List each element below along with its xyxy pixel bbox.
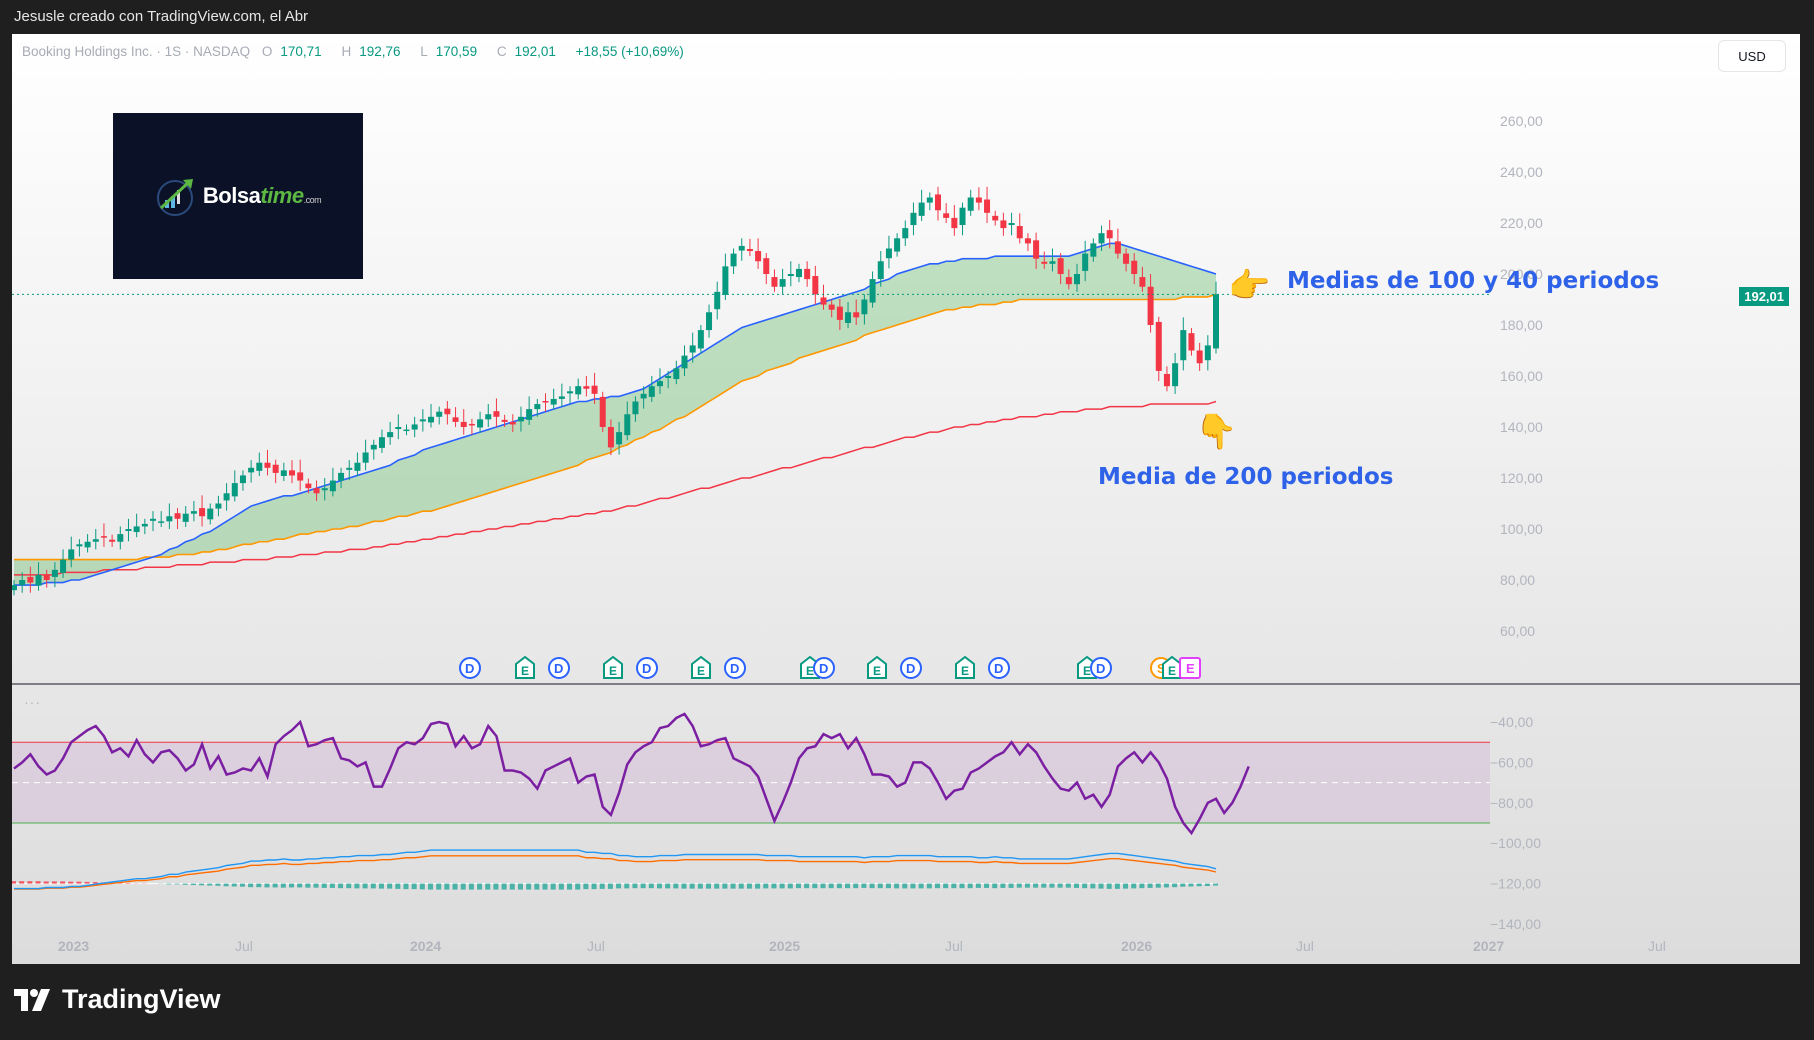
svg-text:E: E <box>873 664 881 678</box>
svg-text:D: D <box>994 661 1003 676</box>
svg-text:−80,00: −80,00 <box>1490 795 1533 811</box>
last-price-tag: 192,01 <box>1739 287 1789 306</box>
svg-text:−40,00: −40,00 <box>1490 714 1533 730</box>
svg-text:220,00: 220,00 <box>1500 215 1543 231</box>
change-value: +18,55 (+10,69%) <box>575 44 684 59</box>
svg-text:E: E <box>521 664 529 678</box>
svg-text:100,00: 100,00 <box>1500 521 1543 537</box>
svg-text:D: D <box>730 661 739 676</box>
svg-text:2027: 2027 <box>1473 938 1504 954</box>
svg-text:E: E <box>1186 661 1195 676</box>
svg-text:E: E <box>609 664 617 678</box>
chart-area[interactable]: 260,00 240,00 220,00 200,00 180,00 160,00 140,… <box>12 34 1800 964</box>
svg-text:120,00: 120,00 <box>1500 470 1543 486</box>
annotation-ma-200: Media de 200 periodos <box>1098 464 1394 490</box>
svg-text:D: D <box>642 661 651 676</box>
svg-text:−140,00: −140,00 <box>1490 916 1541 932</box>
pointing-down-hand-icon: 👇 <box>1195 413 1238 451</box>
svg-text:2025: 2025 <box>769 938 800 954</box>
svg-text:2023: 2023 <box>58 938 89 954</box>
svg-text:E: E <box>1083 664 1091 678</box>
svg-text:E: E <box>697 664 705 678</box>
tradingview-branding: TradingView <box>14 984 221 1015</box>
svg-text:2026: 2026 <box>1121 938 1152 954</box>
chart-caption: Jesusle creado con TradingView.com, el A… <box>14 8 309 25</box>
svg-text:−60,00: −60,00 <box>1490 754 1533 770</box>
open-value: 170,71 <box>280 44 322 59</box>
symbol-name: Booking Holdings Inc. · 1S · NASDAQ <box>22 44 251 59</box>
svg-text:Jul: Jul <box>587 938 605 954</box>
svg-text:Jul: Jul <box>235 938 253 954</box>
svg-text:160,00: 160,00 <box>1500 368 1543 384</box>
svg-text:E: E <box>806 664 814 678</box>
low-value: 170,59 <box>435 44 478 59</box>
symbol-legend: Booking Holdings Inc. · 1S · NASDAQ O 170… <box>22 44 684 59</box>
svg-text:E: E <box>1168 664 1176 678</box>
svg-text:260,00: 260,00 <box>1500 113 1543 129</box>
svg-text:60,00: 60,00 <box>1500 623 1535 639</box>
high-value: 192,76 <box>359 44 401 59</box>
svg-text:2024: 2024 <box>410 938 441 954</box>
svg-text:240,00: 240,00 <box>1500 164 1543 180</box>
svg-text:180,00: 180,00 <box>1500 317 1543 333</box>
chart-canvas[interactable]: 260,00 240,00 220,00 200,00 180,00 160,00 140,… <box>12 34 1800 964</box>
svg-text:S: S <box>1157 661 1166 676</box>
svg-text:D: D <box>465 661 474 676</box>
chart-growth-icon <box>156 179 193 216</box>
svg-text:200,00: 200,00 <box>1500 266 1543 282</box>
annotation-ma-100-40: Medias de 100 y 40 periodos <box>1287 268 1660 294</box>
svg-text:−120,00: −120,00 <box>1490 876 1541 892</box>
svg-text:D: D <box>906 661 915 676</box>
indicator-menu-icon[interactable]: ··· <box>24 694 41 710</box>
close-value: 192,01 <box>514 44 556 59</box>
svg-text:140,00: 140,00 <box>1500 419 1543 435</box>
logo-text: Bolsatime.com <box>202 183 322 208</box>
pointing-right-hand-icon: 👉 <box>1228 267 1271 305</box>
svg-text:Jul: Jul <box>945 938 963 954</box>
svg-text:D: D <box>554 661 563 676</box>
svg-text:Jul: Jul <box>1296 938 1314 954</box>
svg-text:D: D <box>1096 661 1105 676</box>
tradingview-logo-icon <box>14 988 50 1011</box>
svg-text:Jul: Jul <box>1648 938 1666 954</box>
bolsatime-logo: Bolsatime.com <box>113 113 363 279</box>
svg-text:−100,00: −100,00 <box>1490 835 1541 851</box>
currency-button[interactable]: USD <box>1718 40 1786 72</box>
svg-text:E: E <box>961 664 969 678</box>
svg-text:80,00: 80,00 <box>1500 572 1535 588</box>
svg-text:D: D <box>819 661 828 676</box>
